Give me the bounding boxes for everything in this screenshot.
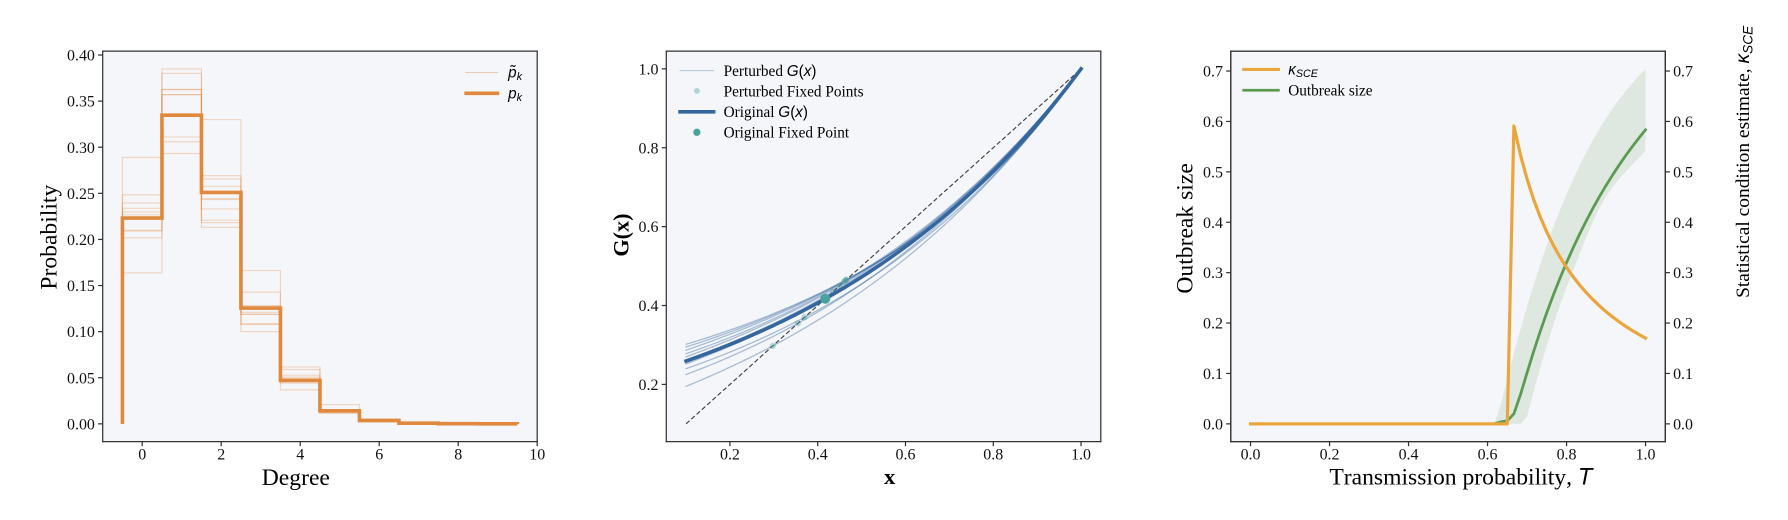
svg-text:0.4: 0.4 (808, 446, 828, 463)
svg-text:0.10: 0.10 (67, 324, 95, 341)
svg-text:0.7: 0.7 (1203, 64, 1223, 81)
svg-text:0.2: 0.2 (1203, 316, 1223, 333)
svg-text:0.05: 0.05 (67, 370, 95, 387)
svg-text:0.3: 0.3 (1673, 265, 1693, 282)
svg-text:0.7: 0.7 (1673, 64, 1693, 81)
svg-text:̃ p k: ̃ p k (507, 56, 523, 83)
svg-text:0.1: 0.1 (1673, 366, 1693, 383)
svg-text:x: x (884, 464, 895, 489)
svg-text:0.6: 0.6 (639, 219, 659, 236)
svg-text:0.35: 0.35 (67, 94, 95, 111)
svg-text:0.5: 0.5 (1203, 164, 1223, 181)
svg-text:8: 8 (454, 446, 462, 463)
svg-text:0.8: 0.8 (639, 140, 659, 157)
svg-text:P e r t: P e r t u r b e d G x ( ) (724, 56, 817, 81)
svg-text:0.2: 0.2 (720, 446, 740, 463)
svg-text:1.0: 1.0 (1071, 446, 1091, 463)
svg-text:0.4: 0.4 (639, 298, 659, 315)
svg-text:κ S C E: κ S C E (1288, 55, 1318, 82)
svg-text:0.6: 0.6 (1203, 114, 1223, 131)
svg-text:0.2: 0.2 (1320, 446, 1340, 463)
svg-text:0.0: 0.0 (1673, 416, 1693, 433)
svg-text:10: 10 (529, 446, 545, 463)
svg-text:Outbreak size: Outbreak size (1172, 163, 1198, 293)
svg-text:0.2: 0.2 (639, 377, 659, 394)
svg-text:0.40: 0.40 (67, 48, 95, 65)
svg-text:1.0: 1.0 (1636, 446, 1656, 463)
svg-text:0.4: 0.4 (1399, 446, 1419, 463)
svg-text:0.6: 0.6 (1478, 446, 1498, 463)
svg-text:0.3: 0.3 (1203, 265, 1223, 282)
svg-text:0.8: 0.8 (1557, 446, 1577, 463)
svg-text:0.30: 0.30 (67, 140, 95, 157)
svg-text:Perturbed Fixed Points: Perturbed Fixed Points (724, 83, 864, 100)
svg-text:0.0: 0.0 (1203, 416, 1223, 433)
svg-text:0.25: 0.25 (67, 186, 95, 203)
svg-text:0.20: 0.20 (67, 232, 95, 249)
svg-text:0.00: 0.00 (67, 416, 95, 433)
svg-text:G(x): G(x) (608, 213, 633, 256)
svg-text:0.6: 0.6 (896, 446, 916, 463)
svg-text:Original Fixed Point: Original Fixed Point (724, 125, 850, 142)
svg-text:Outbreak size: Outbreak size (1288, 83, 1373, 100)
svg-text:p k: p k (507, 79, 522, 104)
svg-text:S t a t: S t a t i s t i c a l c o n d i t i o n … (1729, 25, 1757, 298)
svg-text:0.5: 0.5 (1673, 164, 1693, 181)
svg-text:4: 4 (296, 446, 304, 463)
svg-text:2: 2 (217, 446, 225, 463)
svg-text:O r i g: O r i g i n a l G x ( ) (724, 97, 809, 122)
svg-text:0.2: 0.2 (1673, 316, 1693, 333)
svg-text:1.0: 1.0 (639, 61, 659, 78)
svg-text:0.0: 0.0 (1241, 446, 1261, 463)
svg-text:6: 6 (375, 446, 383, 463)
svg-text:Probability: Probability (36, 185, 62, 290)
svg-text:0.4: 0.4 (1673, 215, 1693, 232)
svg-text:0.4: 0.4 (1203, 215, 1223, 232)
svg-text:T r a n: T r a n s m i s s i o n p r o b a b i l … (1329, 465, 1594, 491)
svg-text:0.6: 0.6 (1673, 114, 1693, 131)
svg-text:0.1: 0.1 (1203, 366, 1223, 383)
svg-text:0.8: 0.8 (983, 446, 1003, 463)
svg-text:0.15: 0.15 (67, 278, 95, 295)
svg-text:Degree: Degree (262, 465, 330, 491)
svg-text:0: 0 (138, 446, 146, 463)
